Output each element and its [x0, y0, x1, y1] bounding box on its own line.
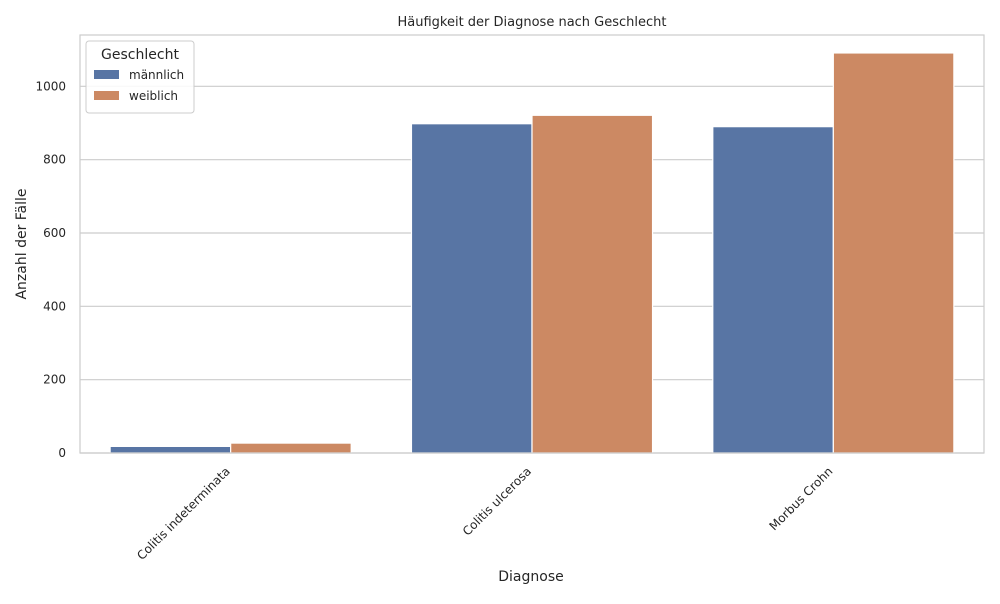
bar-weiblich-2: [832, 52, 955, 454]
bar-männlich-1: [410, 123, 533, 454]
y-axis-label: Anzahl der Fälle: [14, 188, 30, 299]
plot-frame: [79, 34, 985, 454]
y-tick-label: 1000: [35, 79, 66, 93]
legend-items: männlich weiblich: [94, 68, 184, 103]
x-tick-label: Colitis ulcerosa: [460, 464, 534, 538]
x-tick-label: Morbus Crohn: [766, 464, 835, 533]
x-axis-ticks: Colitis indeterminata Colitis ulcerosa Mor…: [134, 464, 835, 562]
y-tick-label: 200: [43, 373, 66, 387]
chart-title: Häufigkeit der Diagnose nach Geschlecht: [397, 15, 666, 30]
legend-label: weiblich: [129, 89, 178, 103]
x-tick-label: Colitis indeterminata: [134, 464, 232, 562]
legend-swatch-weiblich: [94, 91, 119, 100]
legend-title: Geschlecht: [101, 47, 179, 63]
bar-weiblich-1: [531, 114, 654, 454]
y-tick-label: 400: [43, 299, 66, 313]
bar-männlich-2: [712, 126, 834, 454]
legend-swatch-männlich: [94, 70, 119, 79]
x-axis-label: Diagnose: [498, 569, 563, 585]
y-tick-label: 800: [43, 153, 66, 167]
y-axis-ticks: 0 200 400 600 800 1000: [35, 79, 66, 460]
y-tick-label: 600: [43, 226, 66, 240]
y-tick-label: 0: [58, 446, 66, 460]
bar-männlich-0: [109, 445, 232, 454]
bar-weiblich-0: [230, 442, 352, 454]
legend: Geschlecht männlich weiblich: [85, 40, 195, 114]
bars: [109, 52, 955, 454]
legend-label: männlich: [129, 68, 184, 82]
